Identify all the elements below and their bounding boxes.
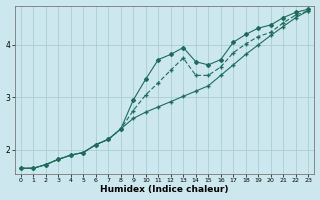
- X-axis label: Humidex (Indice chaleur): Humidex (Indice chaleur): [100, 185, 229, 194]
